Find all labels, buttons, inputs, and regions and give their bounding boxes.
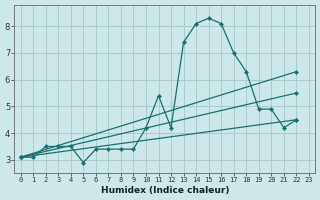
X-axis label: Humidex (Indice chaleur): Humidex (Indice chaleur) [100,186,229,195]
